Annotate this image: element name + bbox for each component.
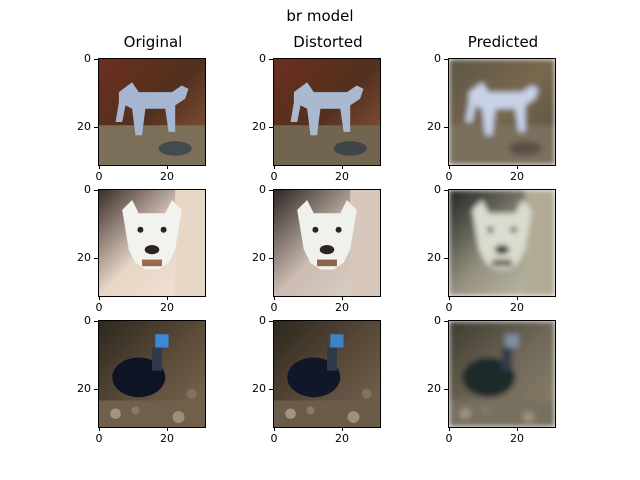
image-panel-distorted-horse: 0 0 20 20 [252, 52, 381, 183]
y-tick-label: 20 [427, 251, 441, 264]
y-tick [94, 389, 98, 390]
x-tick [449, 165, 450, 169]
image-panel-distorted-bird: 0 0 20 20 [252, 314, 381, 445]
x-tick [342, 296, 343, 300]
y-tick-label: 20 [252, 251, 266, 264]
y-tick-label: 20 [252, 120, 266, 133]
x-tick [342, 427, 343, 431]
dog-image [449, 190, 555, 296]
x-tick-label: 0 [95, 301, 103, 314]
y-tick [269, 321, 273, 322]
y-tick-label: 20 [77, 120, 91, 133]
x-tick-label: 0 [445, 170, 453, 183]
y-tick [94, 127, 98, 128]
horse-image [99, 59, 205, 165]
y-tick-label: 0 [84, 314, 91, 327]
image-panel-original-bird: 0 0 20 20 [77, 314, 206, 445]
column-title-original: Original [123, 33, 183, 51]
y-tick [94, 321, 98, 322]
x-tick-label: 20 [335, 432, 349, 445]
x-tick-label: 0 [270, 170, 278, 183]
bird-image [449, 321, 555, 427]
x-tick-label: 0 [95, 170, 103, 183]
image-panel-predicted-dog: 0 0 20 20 [427, 183, 556, 314]
image-panel-distorted-dog: 0 0 20 20 [252, 183, 381, 314]
y-tick [269, 59, 273, 60]
y-tick-label: 20 [77, 251, 91, 264]
y-tick [269, 127, 273, 128]
horse-image [449, 59, 555, 165]
dog-image [274, 190, 380, 296]
image-panel-original-dog: 0 0 20 20 [77, 183, 206, 314]
x-tick-label: 0 [445, 301, 453, 314]
figure-title: br model [286, 7, 354, 25]
y-tick-label: 20 [77, 382, 91, 395]
y-tick-label: 0 [434, 52, 441, 65]
x-tick [517, 165, 518, 169]
y-tick [269, 258, 273, 259]
x-tick-label: 20 [160, 432, 174, 445]
y-tick [269, 389, 273, 390]
y-tick [269, 190, 273, 191]
x-tick [517, 296, 518, 300]
y-tick [444, 389, 448, 390]
x-tick [517, 427, 518, 431]
x-tick-label: 0 [445, 432, 453, 445]
x-tick [274, 427, 275, 431]
x-tick-label: 20 [510, 170, 524, 183]
horse-image [274, 59, 380, 165]
dog-image [99, 190, 205, 296]
image-panel-original-horse: 0 0 20 20 [77, 52, 206, 183]
image-panel-predicted-bird: 0 0 20 20 [427, 314, 556, 445]
y-tick-label: 0 [84, 52, 91, 65]
x-tick [449, 296, 450, 300]
bird-image [274, 321, 380, 427]
x-tick-label: 20 [335, 301, 349, 314]
y-tick [444, 59, 448, 60]
y-tick-label: 20 [427, 120, 441, 133]
y-tick [444, 127, 448, 128]
y-tick [94, 258, 98, 259]
y-tick-label: 0 [259, 52, 266, 65]
x-tick-label: 20 [510, 432, 524, 445]
y-tick-label: 0 [259, 314, 266, 327]
x-tick-label: 20 [510, 301, 524, 314]
y-tick [94, 59, 98, 60]
x-tick-label: 0 [270, 301, 278, 314]
y-tick [444, 321, 448, 322]
x-tick [274, 165, 275, 169]
x-tick-label: 0 [270, 432, 278, 445]
x-tick [449, 427, 450, 431]
x-tick [99, 296, 100, 300]
x-tick-label: 20 [160, 170, 174, 183]
column-title-distorted: Distorted [293, 33, 363, 51]
x-tick-label: 0 [95, 432, 103, 445]
y-tick-label: 20 [427, 382, 441, 395]
y-tick-label: 0 [434, 314, 441, 327]
x-tick [167, 296, 168, 300]
x-tick-label: 20 [335, 170, 349, 183]
image-panel-predicted-horse: 0 0 20 20 [427, 52, 556, 183]
column-title-predicted: Predicted [467, 33, 539, 51]
y-tick [444, 258, 448, 259]
x-tick-label: 20 [160, 301, 174, 314]
x-tick [167, 165, 168, 169]
y-tick-label: 0 [84, 183, 91, 196]
x-tick [342, 165, 343, 169]
y-tick-label: 0 [259, 183, 266, 196]
y-tick-label: 20 [252, 382, 266, 395]
x-tick [274, 296, 275, 300]
x-tick [99, 165, 100, 169]
y-tick [444, 190, 448, 191]
bird-image [99, 321, 205, 427]
y-tick [94, 190, 98, 191]
x-tick [99, 427, 100, 431]
y-tick-label: 0 [434, 183, 441, 196]
x-tick [167, 427, 168, 431]
